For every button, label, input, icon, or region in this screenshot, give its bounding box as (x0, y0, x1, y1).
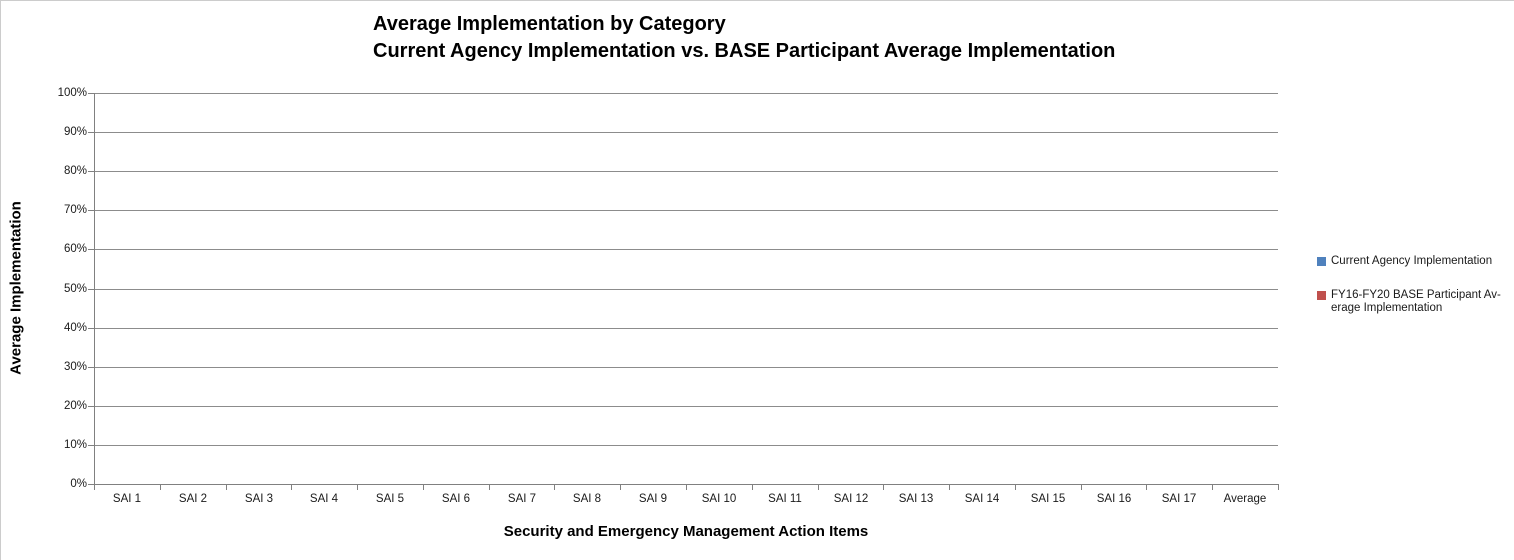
legend-label-line: FY16-FY20 BASE Participant Av- (1331, 289, 1501, 301)
x-tick-mark (1146, 484, 1147, 490)
x-tick-label: SAI 5 (375, 493, 405, 505)
x-tick-mark (752, 484, 753, 490)
y-tick-mark (88, 367, 94, 368)
y-tick-label: 80% (63, 165, 87, 177)
chart-title-line-1: Average Implementation by Category (373, 13, 726, 35)
x-tick-mark (686, 484, 687, 490)
legend-item-label: FY16-FY20 BASE Participant Av-erage Impl… (1331, 289, 1501, 315)
y-tick-label: 70% (63, 204, 87, 216)
x-tick-label: SAI 15 (1030, 493, 1066, 505)
y-tick-mark (88, 289, 94, 290)
y-gridline (94, 210, 1278, 211)
y-tick-label: 0% (70, 478, 87, 490)
y-tick-label: 40% (63, 322, 87, 334)
y-tick-mark (88, 132, 94, 133)
x-tick-mark (94, 484, 95, 490)
x-tick-mark (554, 484, 555, 490)
y-tick-mark (88, 171, 94, 172)
y-tick-label: 20% (63, 400, 87, 412)
y-tick-mark (88, 210, 94, 211)
y-gridline (94, 93, 1278, 94)
x-tick-mark (489, 484, 490, 490)
y-gridline (94, 249, 1278, 250)
y-gridline (94, 406, 1278, 407)
y-tick-mark (88, 406, 94, 407)
y-gridline (94, 445, 1278, 446)
x-tick-mark (1015, 484, 1016, 490)
x-tick-label: SAI 6 (441, 493, 471, 505)
x-axis-title: Security and Emergency Management Action… (503, 523, 869, 540)
chart-title: Average Implementation by Category Curre… (373, 11, 1115, 65)
y-tick-mark (88, 328, 94, 329)
legend-item: Current Agency Implementation (1317, 255, 1507, 268)
x-tick-label: Average (1223, 493, 1267, 505)
y-tick-label: 50% (63, 283, 87, 295)
x-tick-mark (1212, 484, 1213, 490)
x-tick-label: SAI 3 (244, 493, 274, 505)
y-gridline (94, 289, 1278, 290)
legend-swatch-icon (1317, 257, 1326, 266)
y-tick-mark (88, 484, 94, 485)
x-tick-mark (949, 484, 950, 490)
legend-label-line: Current Agency Implementation (1331, 255, 1493, 267)
y-gridline (94, 132, 1278, 133)
y-gridline (94, 328, 1278, 329)
x-tick-mark (357, 484, 358, 490)
x-tick-label: SAI 13 (898, 493, 934, 505)
x-tick-mark (423, 484, 424, 490)
x-tick-mark (291, 484, 292, 490)
x-tick-label: SAI 9 (638, 493, 668, 505)
y-tick-mark (88, 445, 94, 446)
legend-item-label: Current Agency Implementation (1331, 255, 1492, 268)
y-tick-mark (88, 249, 94, 250)
x-tick-label: SAI 1 (112, 493, 142, 505)
x-tick-label: SAI 7 (507, 493, 537, 505)
plot-area (94, 93, 1278, 484)
x-tick-label: SAI 8 (572, 493, 602, 505)
y-tick-mark (88, 93, 94, 94)
legend-swatch-icon (1317, 291, 1326, 300)
y-tick-label: 60% (63, 243, 87, 255)
x-tick-mark (226, 484, 227, 490)
x-tick-mark (620, 484, 621, 490)
legend-item: FY16-FY20 BASE Participant Av-erage Impl… (1317, 289, 1507, 315)
y-gridline (94, 367, 1278, 368)
x-tick-label: SAI 4 (309, 493, 339, 505)
y-gridline (94, 171, 1278, 172)
x-tick-mark (160, 484, 161, 490)
x-tick-mark (1278, 484, 1279, 490)
x-tick-label: SAI 2 (178, 493, 208, 505)
x-tick-mark (818, 484, 819, 490)
y-tick-label: 10% (63, 439, 87, 451)
x-tick-label: SAI 17 (1161, 493, 1197, 505)
x-tick-mark (883, 484, 884, 490)
x-tick-label: SAI 11 (768, 493, 802, 505)
legend-label-line: erage Implementation (1331, 302, 1443, 314)
x-tick-label: SAI 14 (964, 493, 1000, 505)
y-tick-label: 30% (63, 361, 87, 373)
chart-legend: Current Agency Implementation FY16-FY20 B… (1317, 255, 1507, 336)
x-tick-label: SAI 16 (1096, 493, 1132, 505)
y-axis-line (94, 93, 95, 485)
chart-title-line-2: Current Agency Implementation vs. BASE P… (373, 40, 1116, 62)
y-tick-label: 90% (63, 126, 87, 138)
x-tick-label: SAI 12 (833, 493, 869, 505)
y-tick-label: 100% (57, 87, 87, 99)
x-tick-mark (1081, 484, 1082, 490)
x-tick-label: SAI 10 (701, 493, 737, 505)
